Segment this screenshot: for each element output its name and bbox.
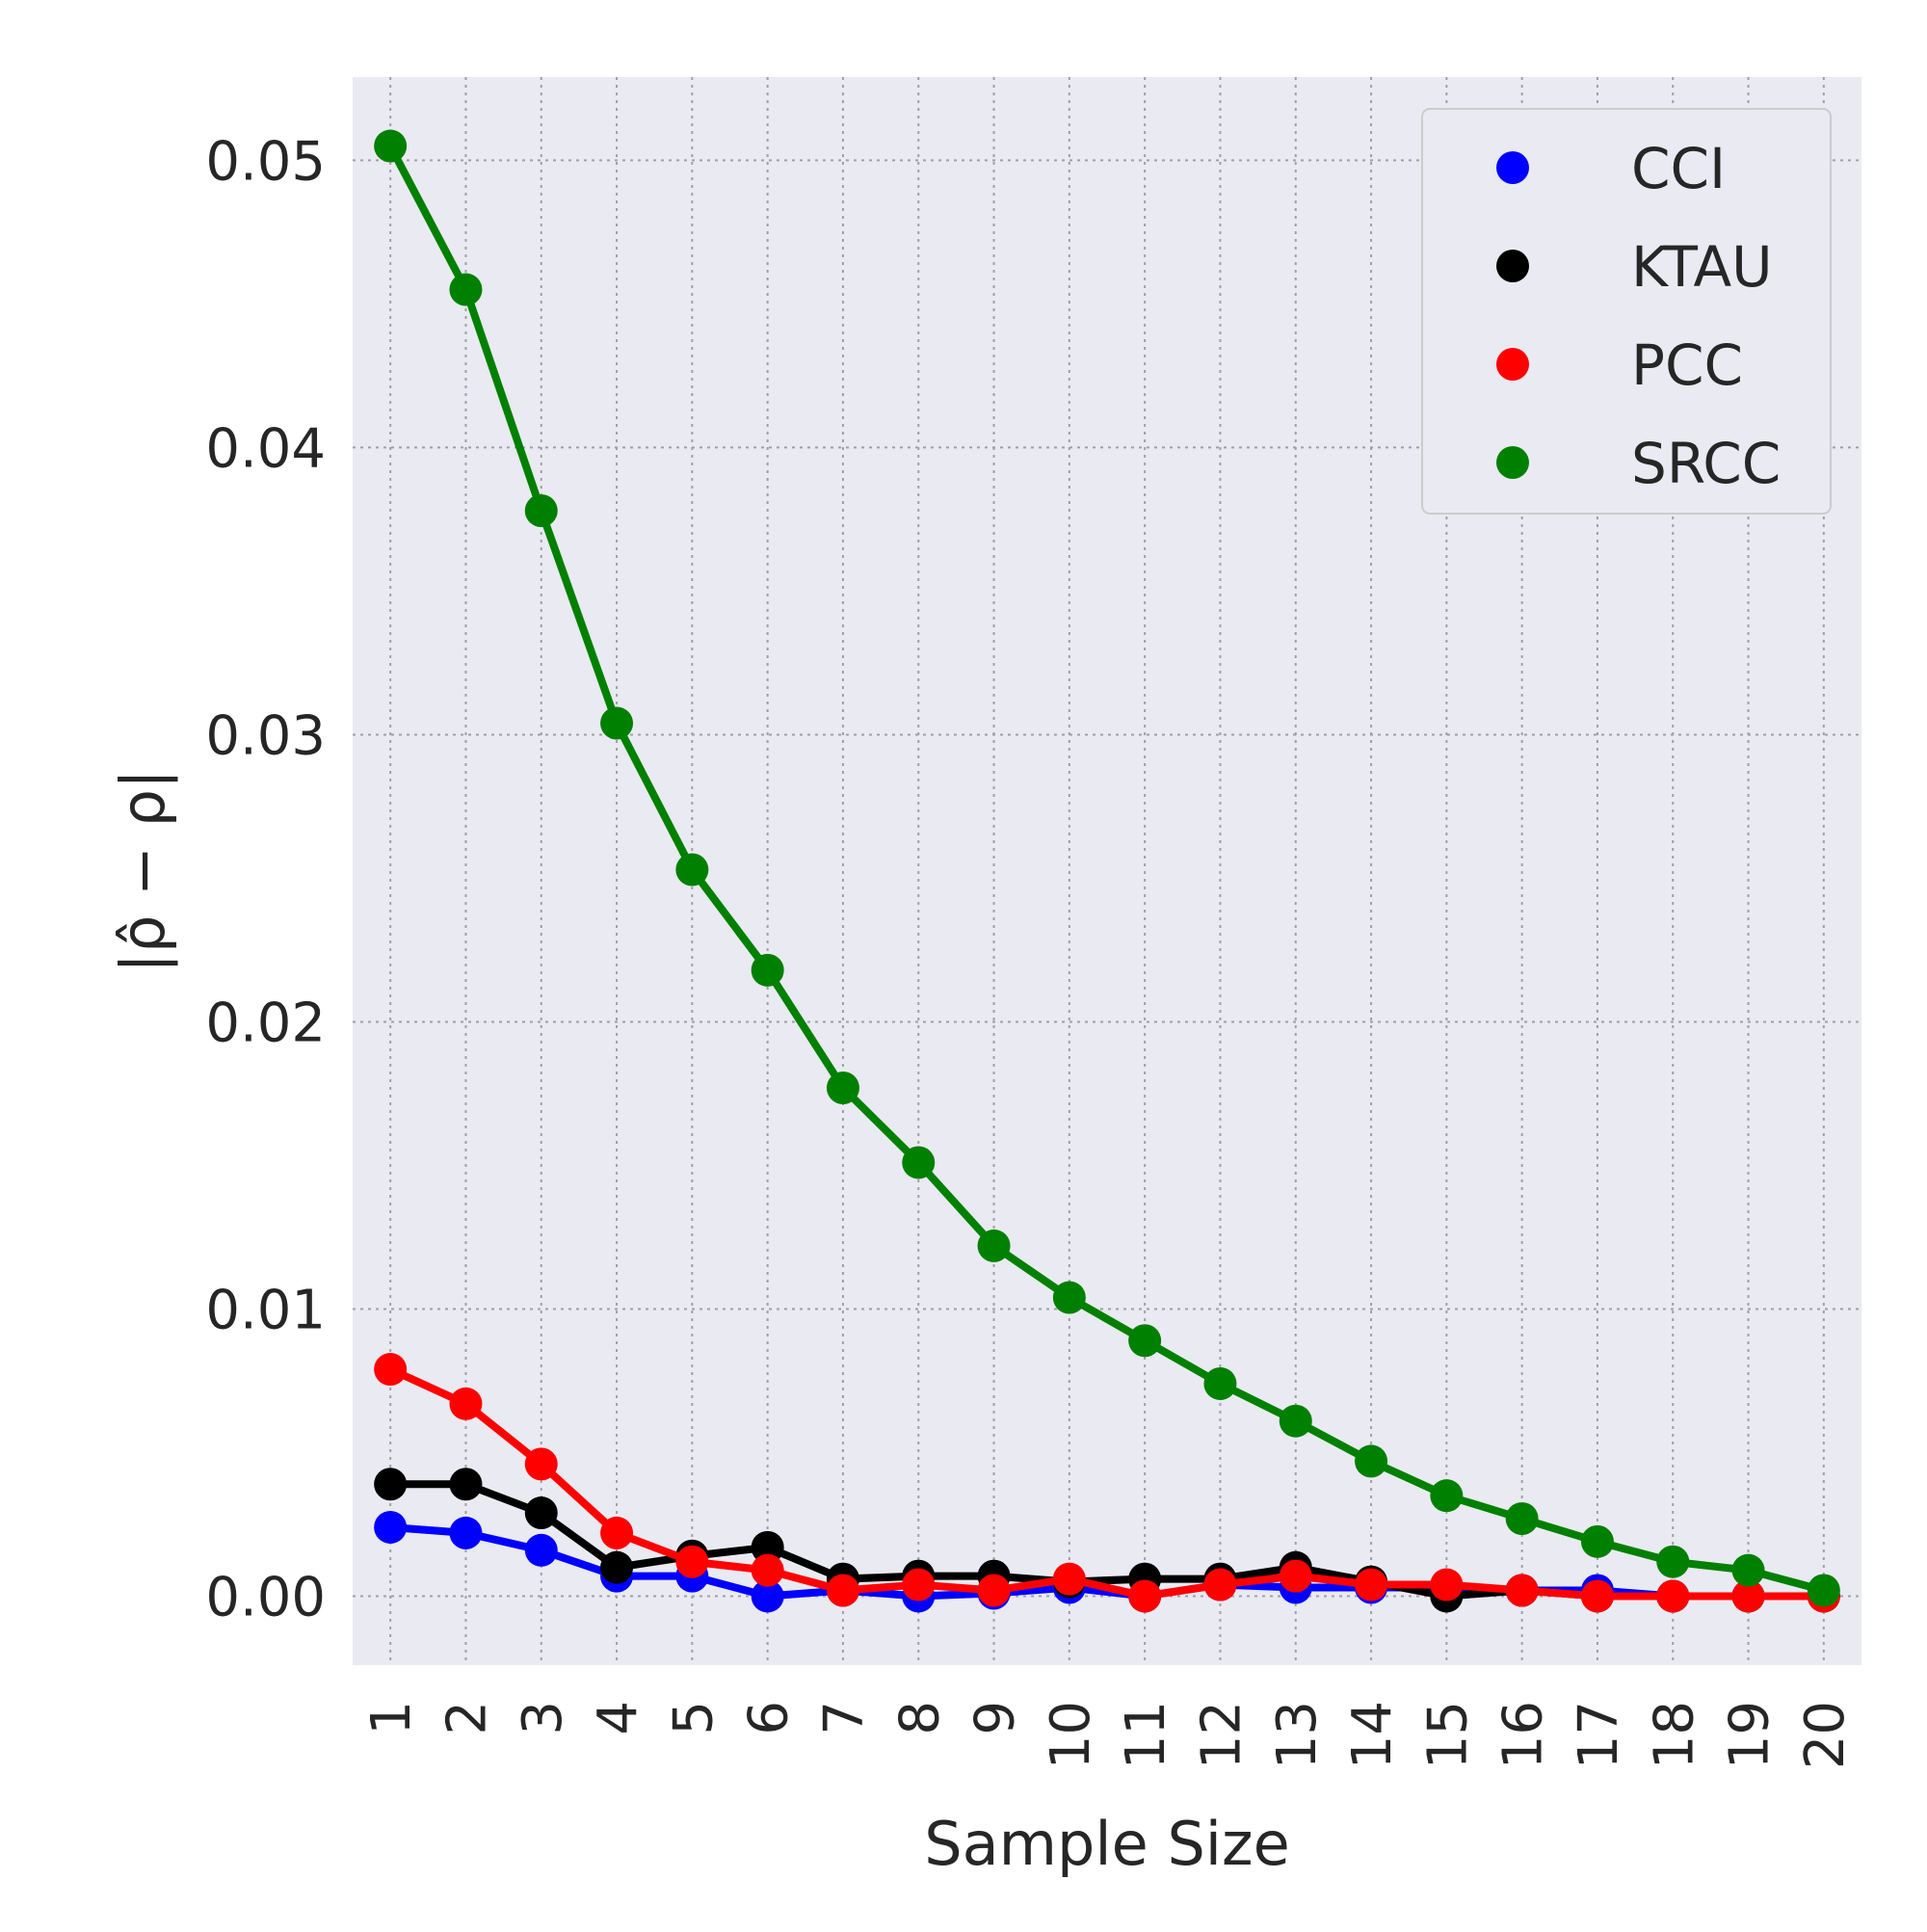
data-point-cci — [751, 1579, 784, 1613]
y-tick-label: 0.00 — [205, 1566, 326, 1628]
legend-label-pcc: PCC — [1631, 332, 1743, 398]
data-point-pcc — [1128, 1579, 1162, 1613]
data-point-ktau — [524, 1496, 558, 1530]
data-point-pcc — [1430, 1568, 1464, 1601]
data-point-pcc — [1656, 1579, 1690, 1613]
data-point-srcc — [1656, 1545, 1690, 1578]
legend-label-ktau: KTAU — [1631, 234, 1773, 300]
data-point-srcc — [374, 129, 408, 163]
data-point-srcc — [1355, 1444, 1388, 1478]
data-point-srcc — [1430, 1479, 1464, 1513]
x-tick-label: 20 — [1794, 1701, 1857, 1769]
data-point-ktau — [751, 1530, 784, 1564]
x-tick-label: 18 — [1643, 1701, 1705, 1769]
y-tick-label: 0.01 — [205, 1279, 326, 1341]
data-point-ktau — [449, 1468, 483, 1501]
legend-label-cci: CCI — [1631, 136, 1726, 201]
x-tick-label: 14 — [1341, 1701, 1404, 1769]
x-tick-label: 6 — [738, 1701, 801, 1735]
data-point-srcc — [1807, 1574, 1840, 1607]
y-tick-label: 0.02 — [205, 992, 326, 1054]
data-point-ktau — [374, 1468, 408, 1501]
x-tick-label: 10 — [1040, 1701, 1102, 1769]
x-tick-label: 11 — [1115, 1701, 1177, 1769]
x-tick-label: 1 — [360, 1701, 423, 1735]
x-tick-label: 7 — [813, 1701, 876, 1735]
data-point-srcc — [1128, 1324, 1162, 1358]
y-tick-label: 0.05 — [205, 130, 326, 193]
x-tick-label: 4 — [587, 1701, 649, 1735]
data-point-srcc — [524, 493, 558, 527]
legend-marker-ktau — [1496, 250, 1529, 282]
data-point-pcc — [751, 1553, 784, 1587]
data-point-pcc — [524, 1447, 558, 1481]
data-point-pcc — [1279, 1559, 1312, 1593]
data-point-srcc — [675, 853, 709, 887]
legend-label-srcc: SRCC — [1631, 431, 1781, 496]
x-tick-label: 5 — [662, 1701, 725, 1735]
data-point-ktau — [600, 1550, 634, 1584]
x-tick-label: 15 — [1416, 1701, 1479, 1769]
data-point-pcc — [600, 1516, 634, 1549]
x-axis-label: Sample Size — [924, 1809, 1289, 1879]
data-point-pcc — [1203, 1568, 1237, 1601]
x-tick-label: 17 — [1568, 1701, 1630, 1769]
data-point-srcc — [902, 1146, 936, 1179]
x-tick-label: 8 — [888, 1701, 951, 1735]
data-point-pcc — [1355, 1568, 1388, 1601]
x-axis-ticks: 1 2 3 4 5 6 7 8 9 10 11 12 13 14 15 16 17 18 19 20 — [360, 1701, 1857, 1769]
series-pcc — [374, 1353, 1840, 1613]
data-point-pcc — [449, 1387, 483, 1420]
data-point-srcc — [600, 706, 634, 740]
data-point-cci — [374, 1510, 408, 1544]
data-point-srcc — [1505, 1502, 1539, 1536]
data-point-srcc — [751, 953, 784, 987]
x-tick-label: 2 — [436, 1701, 498, 1735]
data-point-srcc — [977, 1229, 1011, 1262]
legend-marker-cci — [1496, 151, 1529, 184]
data-point-pcc — [1052, 1562, 1086, 1596]
data-point-pcc — [1580, 1579, 1614, 1613]
data-point-pcc — [374, 1353, 408, 1387]
y-axis-ticks: 0.00 0.01 0.02 0.03 0.04 0.05 — [205, 130, 326, 1628]
x-tick-label: 3 — [512, 1701, 574, 1735]
data-point-srcc — [1731, 1553, 1765, 1587]
legend-marker-pcc — [1496, 348, 1529, 381]
series-layer — [374, 129, 1840, 1613]
data-point-pcc — [826, 1574, 859, 1607]
data-point-srcc — [449, 273, 483, 306]
x-tick-label: 12 — [1190, 1701, 1253, 1769]
y-tick-label: 0.04 — [205, 417, 326, 480]
data-point-pcc — [1731, 1579, 1765, 1613]
data-point-srcc — [826, 1071, 859, 1104]
legend: CCI KTAU PCC SRCC — [1421, 108, 1832, 515]
data-point-pcc — [902, 1568, 936, 1601]
data-point-srcc — [1203, 1366, 1237, 1400]
data-point-srcc — [1580, 1524, 1614, 1558]
legend-frame — [1421, 108, 1832, 515]
y-tick-label: 0.03 — [205, 704, 326, 767]
data-point-pcc — [675, 1545, 709, 1578]
data-point-pcc — [977, 1574, 1011, 1607]
data-point-cci — [524, 1533, 558, 1567]
legend-marker-srcc — [1496, 446, 1529, 479]
series-srcc — [374, 129, 1840, 1607]
x-tick-label: 16 — [1492, 1701, 1555, 1769]
x-tick-label: 19 — [1719, 1701, 1782, 1769]
data-point-cci — [449, 1516, 483, 1549]
data-point-srcc — [1052, 1281, 1086, 1314]
x-tick-label: 13 — [1266, 1701, 1329, 1769]
data-point-srcc — [1279, 1404, 1312, 1438]
y-axis-label: |ρ̂ − ρ| — [108, 769, 179, 973]
data-point-pcc — [1505, 1574, 1539, 1607]
x-tick-label: 9 — [964, 1701, 1027, 1735]
